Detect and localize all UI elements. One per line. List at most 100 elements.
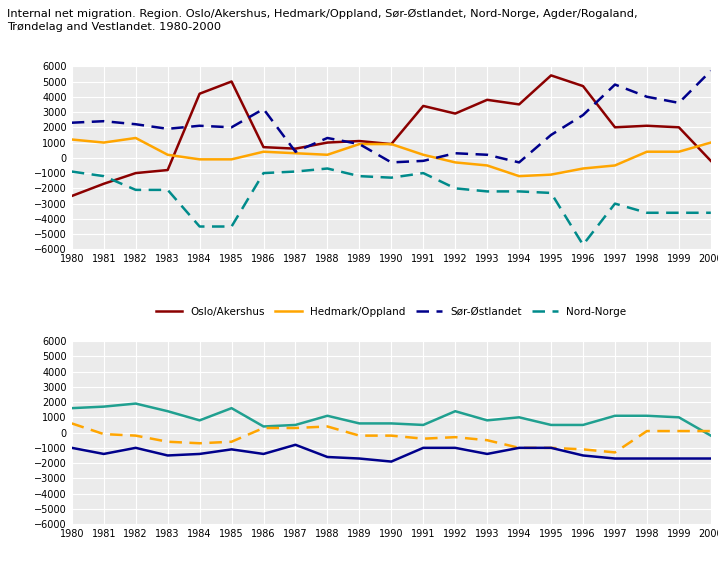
- Nord-Norge: [387, 174, 396, 181]
- Sør-Østlandet: [675, 100, 684, 107]
- Trøndelag: [228, 438, 236, 445]
- Hedmark/Oppland: [675, 148, 684, 155]
- Agder/Rogaland: [131, 400, 140, 407]
- Nord-Norge: [131, 187, 140, 194]
- Trøndelag: [131, 432, 140, 439]
- Nord-Norge: [259, 170, 268, 177]
- Vestlandet: [515, 444, 523, 451]
- Agder/Rogaland: [355, 420, 364, 427]
- Trøndelag: [451, 434, 460, 441]
- Sør-Østlandet: [611, 81, 620, 88]
- Line: Agder/Rogaland: Agder/Rogaland: [72, 404, 711, 435]
- Trøndelag: [675, 427, 684, 434]
- Legend: Oslo/Akershus, Hedmark/Oppland, Sør-Østlandet, Nord-Norge: Oslo/Akershus, Hedmark/Oppland, Sør-Østl…: [152, 303, 630, 321]
- Vestlandet: [100, 450, 108, 457]
- Agder/Rogaland: [579, 422, 587, 429]
- Vestlandet: [547, 444, 556, 451]
- Agder/Rogaland: [228, 405, 236, 412]
- Nord-Norge: [483, 188, 492, 195]
- Nord-Norge: [228, 223, 236, 230]
- Oslo/Akershus: [579, 82, 587, 89]
- Agder/Rogaland: [292, 422, 300, 429]
- Hedmark/Oppland: [131, 135, 140, 142]
- Vestlandet: [164, 452, 172, 459]
- Sør-Østlandet: [100, 118, 108, 124]
- Nord-Norge: [579, 241, 587, 248]
- Agder/Rogaland: [547, 422, 556, 429]
- Hedmark/Oppland: [164, 151, 172, 158]
- Trøndelag: [292, 425, 300, 431]
- Sør-Østlandet: [131, 121, 140, 128]
- Trøndelag: [707, 427, 715, 434]
- Hedmark/Oppland: [323, 151, 332, 158]
- Vestlandet: [675, 455, 684, 462]
- Hedmark/Oppland: [515, 173, 523, 180]
- Trøndelag: [483, 437, 492, 444]
- Trøndelag: [387, 432, 396, 439]
- Oslo/Akershus: [67, 192, 76, 199]
- Oslo/Akershus: [228, 78, 236, 85]
- Text: Internal net migration. Region. Oslo/Akershus, Hedmark/Oppland, Sør-Østlandet, N: Internal net migration. Region. Oslo/Ake…: [7, 9, 638, 32]
- Nord-Norge: [67, 168, 76, 175]
- Hedmark/Oppland: [195, 156, 204, 163]
- Vestlandet: [259, 450, 268, 457]
- Line: Sør-Østlandet: Sør-Østlandet: [72, 71, 711, 162]
- Oslo/Akershus: [707, 157, 715, 164]
- Hedmark/Oppland: [292, 150, 300, 157]
- Trøndelag: [355, 432, 364, 439]
- Nord-Norge: [611, 200, 620, 207]
- Vestlandet: [707, 455, 715, 462]
- Vestlandet: [451, 444, 460, 451]
- Oslo/Akershus: [419, 103, 428, 109]
- Hedmark/Oppland: [387, 141, 396, 147]
- Sør-Østlandet: [355, 141, 364, 147]
- Hedmark/Oppland: [643, 148, 651, 155]
- Sør-Østlandet: [67, 119, 76, 126]
- Vestlandet: [355, 455, 364, 462]
- Nord-Norge: [419, 170, 428, 177]
- Oslo/Akershus: [100, 180, 108, 187]
- Agder/Rogaland: [323, 412, 332, 419]
- Trøndelag: [579, 446, 587, 453]
- Oslo/Akershus: [547, 72, 556, 79]
- Line: Vestlandet: Vestlandet: [72, 445, 711, 461]
- Trøndelag: [643, 427, 651, 434]
- Hedmark/Oppland: [547, 171, 556, 178]
- Agder/Rogaland: [100, 403, 108, 410]
- Vestlandet: [611, 455, 620, 462]
- Oslo/Akershus: [259, 143, 268, 150]
- Sør-Østlandet: [707, 67, 715, 74]
- Hedmark/Oppland: [228, 156, 236, 163]
- Hedmark/Oppland: [67, 136, 76, 143]
- Agder/Rogaland: [643, 412, 651, 419]
- Nord-Norge: [195, 223, 204, 230]
- Sør-Østlandet: [323, 135, 332, 142]
- Oslo/Akershus: [323, 139, 332, 146]
- Trøndelag: [419, 435, 428, 442]
- Agder/Rogaland: [419, 422, 428, 429]
- Oslo/Akershus: [515, 101, 523, 108]
- Hedmark/Oppland: [707, 139, 715, 146]
- Sør-Østlandet: [259, 105, 268, 112]
- Oslo/Akershus: [131, 170, 140, 177]
- Oslo/Akershus: [387, 141, 396, 147]
- Nord-Norge: [164, 187, 172, 194]
- Trøndelag: [100, 431, 108, 438]
- Sør-Østlandet: [451, 150, 460, 157]
- Oslo/Akershus: [483, 96, 492, 103]
- Vestlandet: [131, 444, 140, 451]
- Sør-Østlandet: [387, 159, 396, 166]
- Agder/Rogaland: [67, 405, 76, 412]
- Trøndelag: [515, 444, 523, 451]
- Line: Hedmark/Oppland: Hedmark/Oppland: [72, 138, 711, 176]
- Agder/Rogaland: [707, 432, 715, 439]
- Oslo/Akershus: [195, 90, 204, 97]
- Nord-Norge: [675, 209, 684, 216]
- Agder/Rogaland: [259, 423, 268, 430]
- Vestlandet: [195, 450, 204, 457]
- Hedmark/Oppland: [259, 148, 268, 155]
- Trøndelag: [164, 438, 172, 445]
- Hedmark/Oppland: [611, 162, 620, 169]
- Agder/Rogaland: [387, 420, 396, 427]
- Nord-Norge: [515, 188, 523, 195]
